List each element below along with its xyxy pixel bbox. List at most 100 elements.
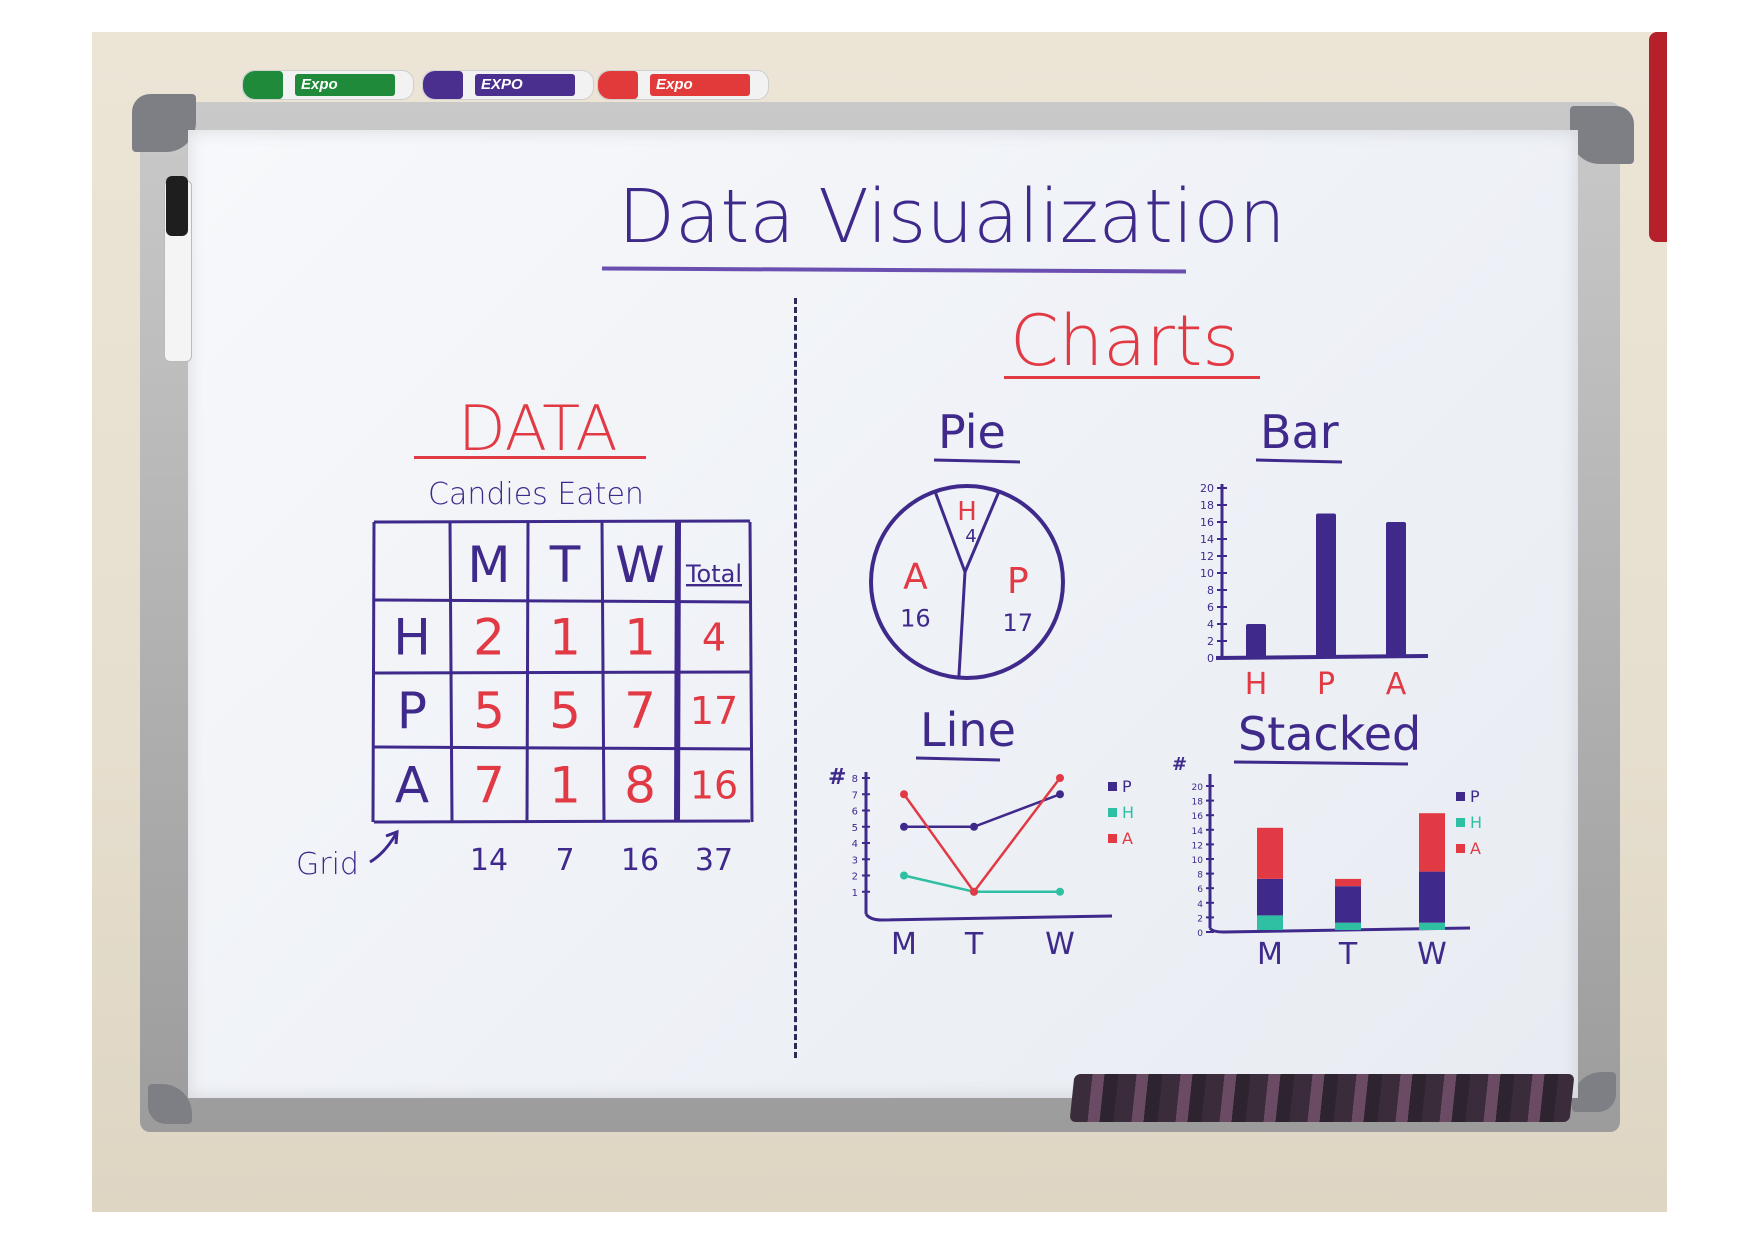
- line-y-tick-label: 6: [852, 807, 858, 818]
- stacked-segment-P: [1419, 871, 1445, 923]
- grid-label: Grid: [296, 847, 359, 882]
- grid-line: [674, 521, 681, 823]
- chart-title-underline: [933, 458, 1021, 464]
- bar-y-tick-label: 2: [1207, 635, 1214, 648]
- bar-y-tick-label: 16: [1200, 516, 1214, 529]
- bar-y-tick-label: 12: [1200, 550, 1214, 563]
- frame-corner: [132, 94, 196, 152]
- stacked-y-tick-label: 8: [1197, 871, 1203, 881]
- table-cell: 1: [624, 609, 656, 667]
- data-heading: DATA: [458, 392, 618, 465]
- charts-underline: [1004, 376, 1260, 379]
- line-point-H: [1056, 887, 1064, 896]
- grid-arrow: [369, 829, 399, 864]
- marker-label-band: [650, 74, 750, 96]
- pie-slice-edge: [933, 490, 967, 573]
- stacked-legend-label: A: [1470, 839, 1481, 858]
- line-point-P: [970, 822, 978, 831]
- line-series-A: [902, 777, 1061, 894]
- column-header: M: [467, 536, 510, 594]
- pie-slice-label: H: [957, 497, 977, 527]
- line-point-A: [900, 790, 908, 799]
- bar-y-tick-label: 20: [1200, 482, 1214, 495]
- bar-y-tick-label: 18: [1200, 499, 1214, 512]
- line-y-tick-label: 1: [852, 888, 858, 899]
- stacked-segment-P: [1335, 886, 1361, 923]
- eraser-tray: [1069, 1074, 1575, 1122]
- stacked-y-tick-label: 0: [1197, 929, 1203, 939]
- bar-y-tick-label: 14: [1200, 533, 1214, 546]
- side-marker-cap: [166, 176, 188, 236]
- table-cell: 7: [624, 682, 656, 740]
- table-cell: 7: [473, 757, 505, 815]
- stacked-y-tick-label: 6: [1197, 885, 1203, 895]
- stacked-legend-label: P: [1470, 787, 1480, 806]
- stacked-segment-H: [1419, 922, 1445, 930]
- line-legend-swatch: [1108, 834, 1117, 843]
- table-caption: Candies Eaten: [428, 477, 644, 512]
- line-legend-swatch: [1108, 808, 1117, 817]
- table-cell: 8: [624, 757, 656, 815]
- line-point-A: [970, 887, 978, 896]
- line-y-tick-label: 2: [852, 872, 858, 883]
- table-cell: 5: [549, 682, 581, 740]
- marker: EXPO: [422, 70, 594, 100]
- data-underline: [414, 456, 646, 459]
- stacked-x-tick-label: M: [1257, 937, 1283, 972]
- line-point-H: [900, 871, 908, 880]
- marker-brand: Expo: [656, 76, 693, 93]
- stacked-segment-A: [1335, 878, 1361, 887]
- marker-brand: EXPO: [481, 76, 523, 93]
- bar-y-tick-label: 0: [1207, 652, 1214, 665]
- bar-A: [1386, 522, 1406, 658]
- stacked-y-tick-label: 16: [1192, 812, 1204, 822]
- chart-title-underline: [1255, 458, 1343, 464]
- stacked-x-axis: [1208, 926, 1471, 934]
- chart-title: Pie: [938, 405, 1006, 459]
- stacked-segment-H: [1257, 915, 1283, 930]
- marker: Expo: [597, 70, 769, 100]
- whiteboard-surface: Data Visualization Charts DATA Candies E…: [164, 130, 1578, 1098]
- table-cell: 2: [473, 609, 505, 667]
- stacked-legend-swatch: [1456, 818, 1465, 827]
- line-legend-swatch: [1108, 782, 1117, 791]
- table-cell: 5: [473, 682, 505, 740]
- marker-brand: Expo: [301, 76, 338, 93]
- column-total: 37: [695, 843, 733, 878]
- line-y-tick-label: 7: [852, 790, 858, 801]
- marker-cap: [243, 71, 283, 99]
- line-legend-label: H: [1122, 803, 1134, 822]
- line-point-P: [900, 822, 908, 831]
- stacked-segment-P: [1257, 878, 1283, 916]
- stacked-legend-label: H: [1470, 813, 1482, 832]
- bar-y-tick-label: 4: [1207, 618, 1214, 631]
- stacked-legend-swatch: [1456, 844, 1465, 853]
- bar-x-tick-label: H: [1245, 667, 1268, 702]
- column-header: W: [615, 536, 664, 594]
- chart-title: Bar: [1260, 405, 1339, 459]
- bar-y-tick-label: 8: [1207, 584, 1214, 597]
- chart-title: Stacked: [1238, 707, 1421, 761]
- stacked-y-tick-label: 18: [1192, 798, 1204, 808]
- stacked-x-tick-label: T: [1338, 937, 1358, 972]
- stacked-y-tick-label: 12: [1192, 841, 1203, 851]
- line-y-label: #: [828, 765, 846, 790]
- column-total: 14: [470, 843, 508, 878]
- marker-cap: [423, 71, 463, 99]
- pie-slice-label: A: [903, 557, 928, 598]
- grid-line: [525, 521, 530, 823]
- table-cell: 1: [549, 609, 581, 667]
- stacked-segment-H: [1335, 922, 1361, 930]
- marker-label-band: [295, 74, 395, 96]
- pie-slice-value: 4: [965, 526, 976, 547]
- line-x-tick-label: W: [1045, 927, 1075, 962]
- stacked-y-tick-label: 10: [1192, 856, 1204, 866]
- line-y-tick-label: 4: [852, 839, 858, 850]
- line-legend-label: P: [1122, 777, 1132, 796]
- grid-line: [373, 819, 751, 824]
- line-x-tick-label: M: [891, 927, 917, 962]
- marker-cap: [598, 71, 638, 99]
- line-series-H: [903, 874, 1060, 893]
